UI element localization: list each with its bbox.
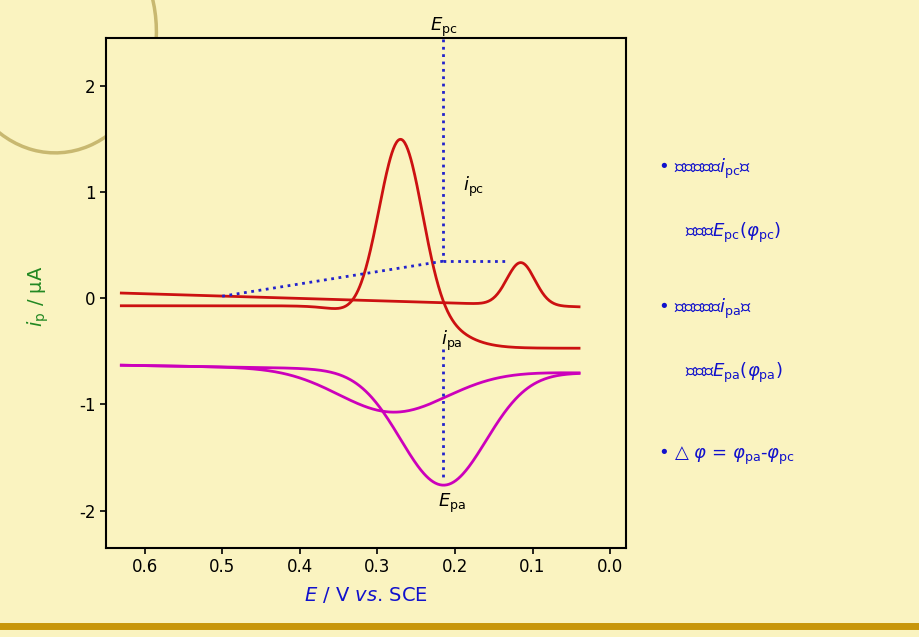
- Text: $\it{E}_{\rm pc}$: $\it{E}_{\rm pc}$: [429, 16, 457, 39]
- Text: • △ $\it{\varphi}$ = $\it{\varphi}_{\rm pa}$-$\it{\varphi}_{\rm pc}$: • △ $\it{\varphi}$ = $\it{\varphi}_{\rm …: [657, 445, 794, 466]
- Text: $\it{i}$$_{\rm p}$ / μA: $\it{i}$$_{\rm p}$ / μA: [26, 266, 51, 327]
- Text: • 阳极峰电流$\it{i}_{\rm pa}$，: • 阳极峰电流$\it{i}_{\rm pa}$，: [657, 297, 751, 321]
- Text: $\it{i}_{\rm pa}$: $\it{i}_{\rm pa}$: [440, 329, 462, 353]
- X-axis label: $\it{E}$ / V $\it{vs}$. SCE: $\it{E}$ / V $\it{vs}$. SCE: [303, 585, 427, 605]
- Text: • 阴极峰电流$\it{i}_{\rm pc}$，: • 阴极峰电流$\it{i}_{\rm pc}$，: [657, 157, 750, 181]
- Text: $\it{E}_{\rm pa}$: $\it{E}_{\rm pa}$: [437, 492, 465, 515]
- Text: 峰电位$\it{E}_{\rm pa}$($\varphi_{\rm pa}$): 峰电位$\it{E}_{\rm pa}$($\varphi_{\rm pa}$): [685, 361, 782, 385]
- Text: $\it{i}_{\rm pc}$: $\it{i}_{\rm pc}$: [462, 175, 483, 199]
- Text: 峰电位$\it{E}_{\rm pc}$($\varphi_{\rm pc}$): 峰电位$\it{E}_{\rm pc}$($\varphi_{\rm pc}$): [685, 220, 780, 245]
